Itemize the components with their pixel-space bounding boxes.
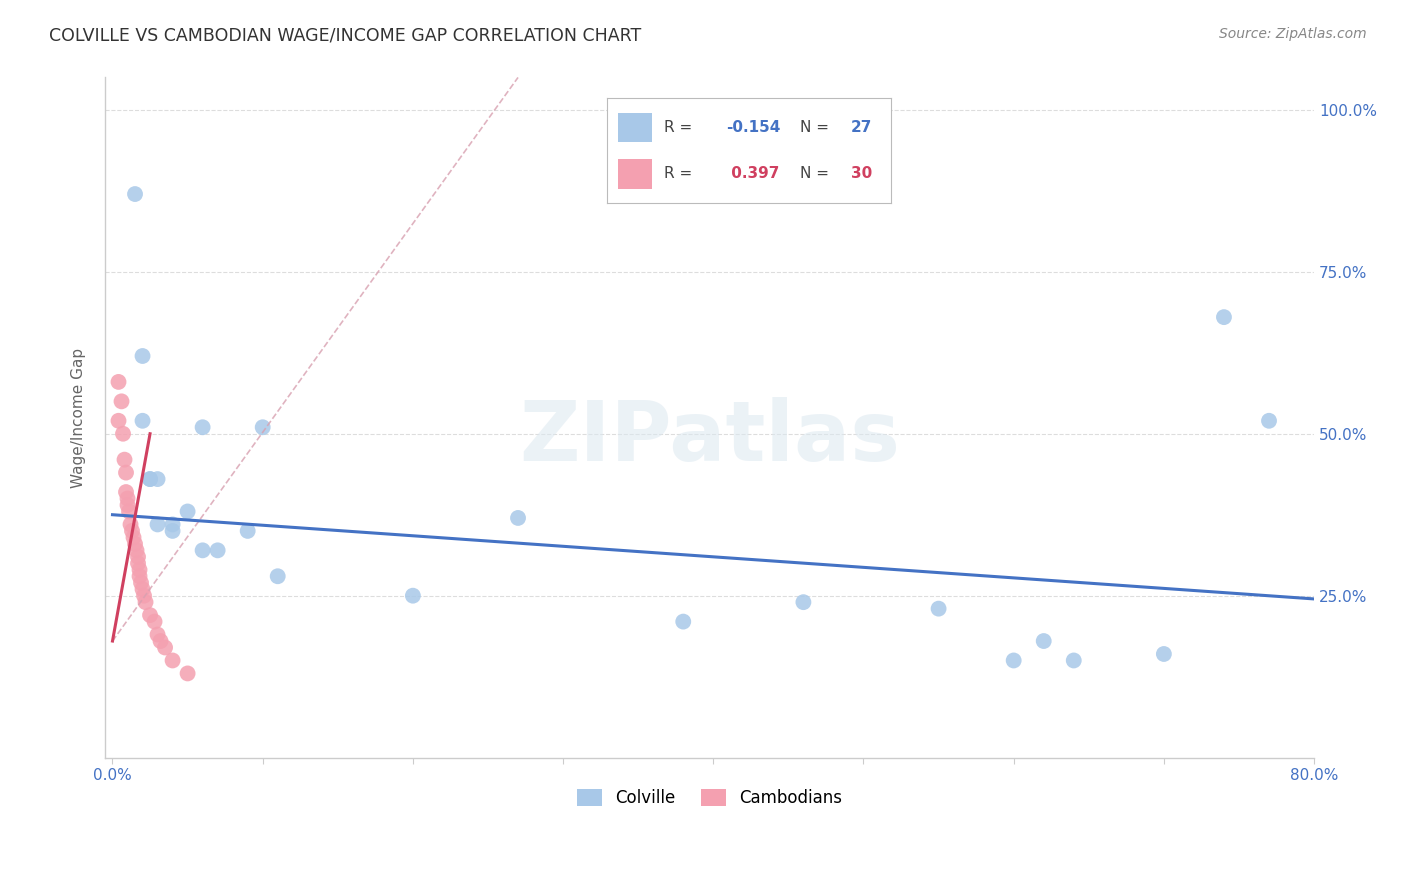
- Y-axis label: Wage/Income Gap: Wage/Income Gap: [72, 348, 86, 488]
- Point: [506, 511, 529, 525]
- Point: [118, 504, 141, 518]
- Point: [191, 543, 214, 558]
- Point: [127, 549, 149, 564]
- Point: [115, 466, 138, 480]
- Point: [125, 543, 148, 558]
- Point: [1063, 653, 1085, 667]
- Point: [1032, 634, 1054, 648]
- Point: [149, 634, 172, 648]
- Point: [1153, 647, 1175, 661]
- Point: [129, 575, 152, 590]
- Point: [117, 498, 139, 512]
- Point: [127, 557, 149, 571]
- Point: [146, 517, 169, 532]
- Point: [146, 627, 169, 641]
- Legend: Colville, Cambodians: Colville, Cambodians: [571, 782, 849, 814]
- Point: [1002, 653, 1025, 667]
- Point: [207, 543, 229, 558]
- Point: [162, 524, 184, 538]
- Point: [131, 582, 153, 597]
- Point: [1213, 310, 1236, 325]
- Point: [176, 666, 198, 681]
- Point: [115, 485, 138, 500]
- Point: [121, 524, 143, 538]
- Point: [402, 589, 425, 603]
- Point: [252, 420, 274, 434]
- Point: [120, 517, 142, 532]
- Point: [191, 420, 214, 434]
- Point: [792, 595, 814, 609]
- Point: [114, 452, 136, 467]
- Point: [128, 569, 150, 583]
- Point: [162, 653, 184, 667]
- Point: [107, 414, 129, 428]
- Point: [162, 517, 184, 532]
- Point: [139, 472, 162, 486]
- Text: COLVILLE VS CAMBODIAN WAGE/INCOME GAP CORRELATION CHART: COLVILLE VS CAMBODIAN WAGE/INCOME GAP CO…: [49, 27, 641, 45]
- Point: [267, 569, 290, 583]
- Point: [124, 537, 146, 551]
- Point: [117, 491, 139, 506]
- Point: [146, 472, 169, 486]
- Point: [1258, 414, 1281, 428]
- Point: [131, 349, 153, 363]
- Point: [111, 426, 134, 441]
- Point: [176, 504, 198, 518]
- Point: [143, 615, 166, 629]
- Point: [139, 472, 162, 486]
- Point: [110, 394, 132, 409]
- Point: [139, 608, 162, 623]
- Point: [135, 595, 157, 609]
- Text: ZIPatlas: ZIPatlas: [519, 398, 900, 478]
- Text: Source: ZipAtlas.com: Source: ZipAtlas.com: [1219, 27, 1367, 41]
- Point: [122, 530, 145, 544]
- Point: [236, 524, 259, 538]
- Point: [131, 414, 153, 428]
- Point: [128, 563, 150, 577]
- Point: [153, 640, 176, 655]
- Point: [107, 375, 129, 389]
- Point: [672, 615, 695, 629]
- Point: [928, 601, 950, 615]
- Point: [132, 589, 155, 603]
- Point: [124, 187, 146, 202]
